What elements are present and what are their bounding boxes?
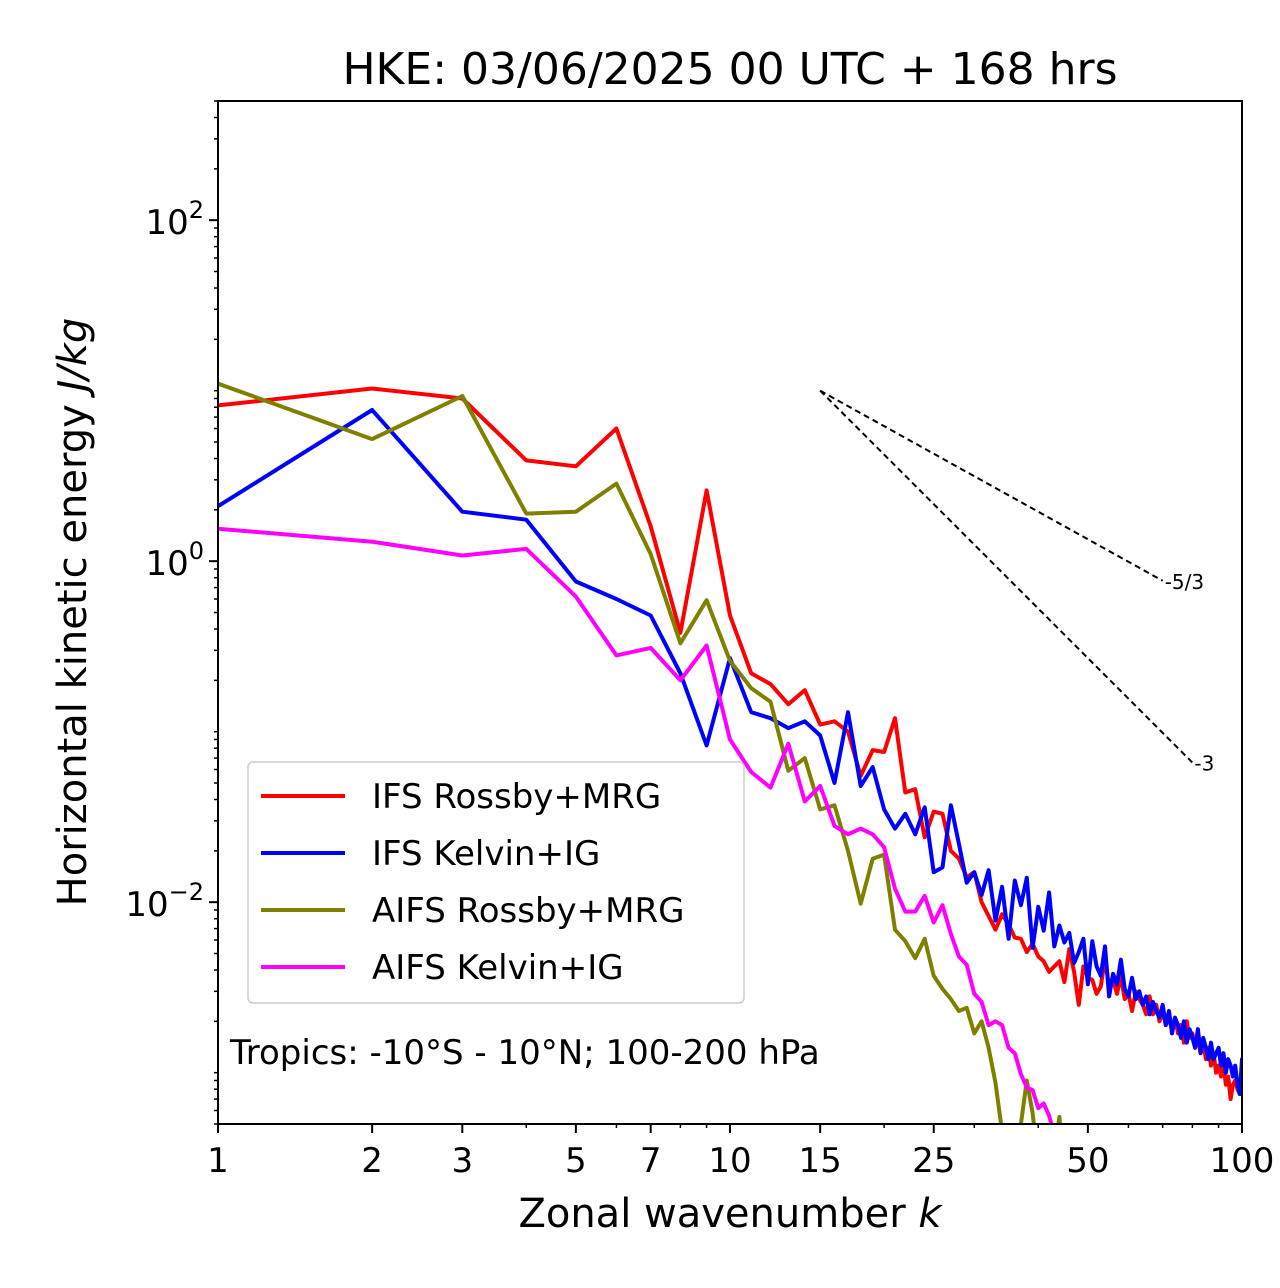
slope-line-1 [819, 389, 1164, 582]
y-axis-ticks: 102 100 10−2 [125, 100, 218, 1125]
slope-line-2 [819, 389, 1194, 764]
x-tick-label: 1 [207, 1141, 229, 1181]
legend-label-3: AIFS Rossby+MRG [372, 891, 684, 931]
x-tick-label: 50 [1066, 1141, 1109, 1181]
series-line-3 [218, 381, 1062, 1124]
series-line-2 [218, 408, 1242, 1096]
reference-slopes: -5/3 -3 [819, 389, 1214, 776]
chart-title: HKE: 03/06/2025 00 UTC + 168 hrs [342, 44, 1117, 95]
x-axis-label: Zonal wavenumber k [518, 1191, 943, 1237]
y-tick-label: 100 [145, 537, 204, 584]
slope-label-1: -5/3 [1165, 570, 1204, 594]
x-tick-label: 100 [1210, 1141, 1275, 1181]
x-tick-label: 10 [708, 1141, 751, 1181]
region-annotation: Tropics: -10°S - 10°N; 100-200 hPa [229, 1033, 820, 1073]
legend: IFS Rossby+MRG IFS Kelvin+IG AIFS Rossby+M… [247, 761, 745, 1004]
x-tick-label: 3 [451, 1141, 473, 1181]
y-tick-label: 102 [145, 196, 204, 243]
x-tick-label: 7 [640, 1141, 662, 1181]
x-tick-label: 5 [565, 1141, 587, 1181]
series-line-4 [218, 526, 1054, 1124]
legend-label-4: AIFS Kelvin+IG [372, 948, 624, 988]
y-axis-label: Horizontal kinetic energy J/kg [50, 318, 96, 907]
legend-label-1: IFS Rossby+MRG [372, 777, 661, 817]
x-axis-ticks: 1 2 3 5 7 10 15 25 50 100 [207, 1124, 1274, 1181]
legend-label-2: IFS Kelvin+IG [372, 834, 600, 874]
x-tick-label: 2 [361, 1141, 383, 1181]
legend-frame [247, 761, 745, 1004]
x-tick-label: 15 [799, 1141, 842, 1181]
slope-label-2: -3 [1194, 752, 1214, 776]
series-layer [218, 381, 1242, 1124]
x-tick-label: 25 [912, 1141, 955, 1181]
y-tick-label: 10−2 [125, 878, 204, 925]
